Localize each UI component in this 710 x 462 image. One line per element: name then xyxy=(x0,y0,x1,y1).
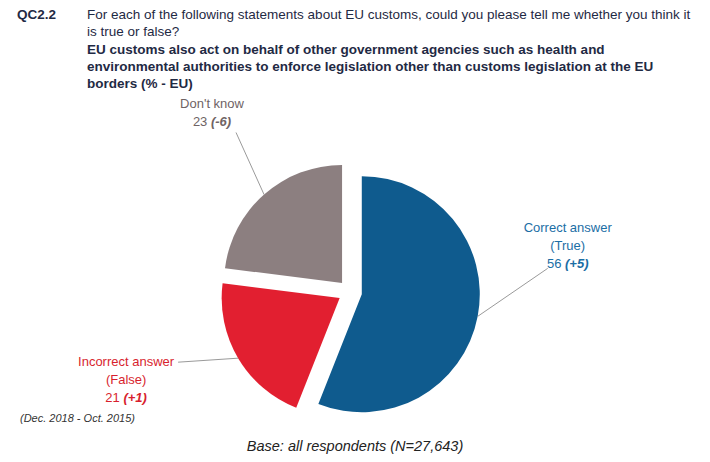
svg-text:Incorrect answer(False)21 (+1): Incorrect answer(False)21 (+1) xyxy=(78,354,175,405)
html-text:EU customs also act on behalf: EU customs also act on behalf of other g… xyxy=(87,42,654,91)
svg-text:Don't know23 (-6): Don't know23 (-6) xyxy=(180,96,245,129)
html-text:(Dec. 2018 - Oct. 2015): (Dec. 2018 - Oct. 2015) xyxy=(20,412,135,424)
svg-text:Correct answer(True)56 (+5): Correct answer(True)56 (+5) xyxy=(524,220,613,271)
html-text:Base: all respondents (N=27,64: Base: all respondents (N=27,643) xyxy=(246,438,464,454)
html-text:For each of the following stat: For each of the following statements abo… xyxy=(87,7,691,39)
html-text:QC2.2: QC2.2 xyxy=(17,7,56,22)
